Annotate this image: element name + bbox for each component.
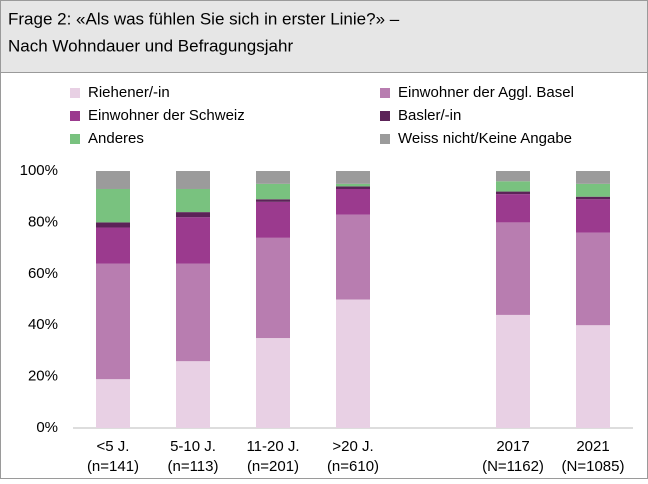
y-tick-label: 20%	[28, 368, 58, 385]
bar-segment	[496, 194, 530, 223]
bar-segment	[576, 171, 610, 184]
legend-swatch	[380, 111, 390, 121]
x-tick-label: 2017	[496, 438, 529, 455]
bar-segment	[96, 188, 130, 223]
bar-segment	[96, 222, 130, 228]
bar-segment	[336, 186, 370, 189]
bar-segment	[256, 171, 290, 184]
bar-segment	[256, 183, 290, 200]
chart-title: Frage 2: «Als was fühlen Sie sich in ers…	[8, 9, 400, 28]
bar-segment	[176, 361, 210, 428]
bar-segment	[256, 199, 290, 202]
bar-segment	[496, 191, 530, 195]
chart-title: Nach Wohndauer und Befragungsjahr	[8, 36, 293, 55]
bar-segment	[576, 196, 610, 200]
legend-label: Einwohner der Schweiz	[88, 107, 245, 124]
y-tick-label: 0%	[36, 419, 58, 436]
bar-segment	[176, 212, 210, 218]
bar-segment	[576, 232, 610, 326]
bar-segment	[496, 314, 530, 428]
x-tick-label: (n=610)	[327, 458, 379, 475]
bar-segment	[176, 217, 210, 264]
legend-label: Riehener/-in	[88, 84, 170, 101]
x-tick-label: (N=1085)	[562, 458, 625, 475]
y-tick-label: 60%	[28, 265, 58, 282]
bar-segment	[176, 188, 210, 213]
legend-label: Basler/-in	[398, 107, 461, 124]
bar-segment	[256, 201, 290, 238]
bar-segment	[336, 299, 370, 428]
x-tick-label: 11-20 J.	[246, 438, 299, 455]
x-tick-label: >20 J.	[332, 438, 373, 455]
bar-segment	[96, 171, 130, 189]
bar-segment	[576, 325, 610, 428]
bar-segment	[336, 188, 370, 215]
bar-segment	[96, 227, 130, 264]
x-tick-label: (n=141)	[87, 458, 139, 475]
legend-swatch	[70, 111, 80, 121]
x-tick-label: 2021	[576, 438, 609, 455]
legend-label: Einwohner der Aggl. Basel	[398, 84, 574, 101]
bar-segment	[256, 338, 290, 428]
legend-swatch	[380, 134, 390, 144]
legend-label: Anderes	[88, 130, 144, 147]
y-tick-label: 100%	[20, 162, 58, 179]
x-tick-label: 5-10 J.	[170, 438, 216, 455]
y-tick-label: 40%	[28, 316, 58, 333]
header	[0, 0, 648, 73]
x-tick-label: (n=201)	[247, 458, 299, 475]
bar-segment	[96, 263, 130, 380]
legend-swatch	[380, 88, 390, 98]
x-tick-label: (n=113)	[167, 458, 218, 475]
bar-segment	[496, 171, 530, 182]
bar-segment	[336, 183, 370, 187]
bar-segment	[176, 171, 210, 189]
bar-segment	[96, 379, 130, 428]
x-tick-label: <5 J.	[97, 438, 130, 455]
bar-segment	[256, 237, 290, 339]
bar-segment	[176, 263, 210, 362]
bar-segment	[336, 171, 370, 184]
bar-segment	[336, 214, 370, 300]
legend-swatch	[70, 134, 80, 144]
legend-swatch	[70, 88, 80, 98]
legend-label: Weiss nicht/Keine Angabe	[398, 130, 572, 147]
x-tick-label: (N=1162)	[482, 458, 544, 475]
bar-segment	[576, 183, 610, 197]
bar-segment	[496, 222, 530, 315]
bar-segment	[576, 199, 610, 233]
y-tick-label: 80%	[28, 213, 58, 230]
bar-segment	[496, 181, 530, 192]
